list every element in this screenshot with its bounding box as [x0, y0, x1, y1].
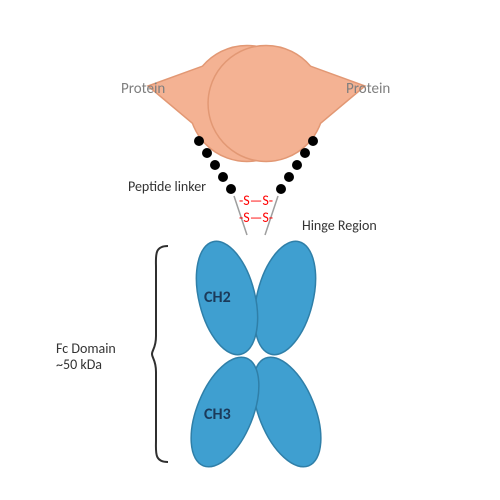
- fc-domain-label-line2: ~50 kDa: [56, 356, 102, 373]
- disulfide-bond-0: -S—S-: [239, 192, 273, 209]
- linker-right-dot-2: [292, 160, 302, 170]
- linker-right-dot-1: [300, 148, 310, 158]
- ch2-label: CH2: [204, 288, 231, 307]
- protein-right-label: Protein: [346, 80, 390, 98]
- protein-left-label: Protein: [121, 80, 165, 98]
- linker-right-dot-4: [276, 184, 286, 194]
- fc-domain-label-line1: Fc Domain: [56, 340, 116, 357]
- linker-left-dot-1: [202, 148, 212, 158]
- linker-left-dot-3: [218, 172, 228, 182]
- fc-domain-brace: [152, 246, 168, 462]
- linker-left-dot-4: [226, 184, 236, 194]
- disulfide-bond-1: -S—S-: [239, 209, 273, 226]
- ch3-label: CH3: [204, 405, 231, 424]
- fc-fusion-diagram: -S—S--S—S-: [0, 0, 500, 500]
- hinge-region-label: Hinge Region: [302, 217, 377, 234]
- linker-left-dot-0: [194, 136, 204, 146]
- linker-right-dot-3: [284, 172, 294, 182]
- linker-right-dot-0: [308, 136, 318, 146]
- peptide-linker-label: Peptide linker: [128, 178, 206, 195]
- linker-left-dot-2: [210, 160, 220, 170]
- protein-right-shape: [208, 45, 365, 161]
